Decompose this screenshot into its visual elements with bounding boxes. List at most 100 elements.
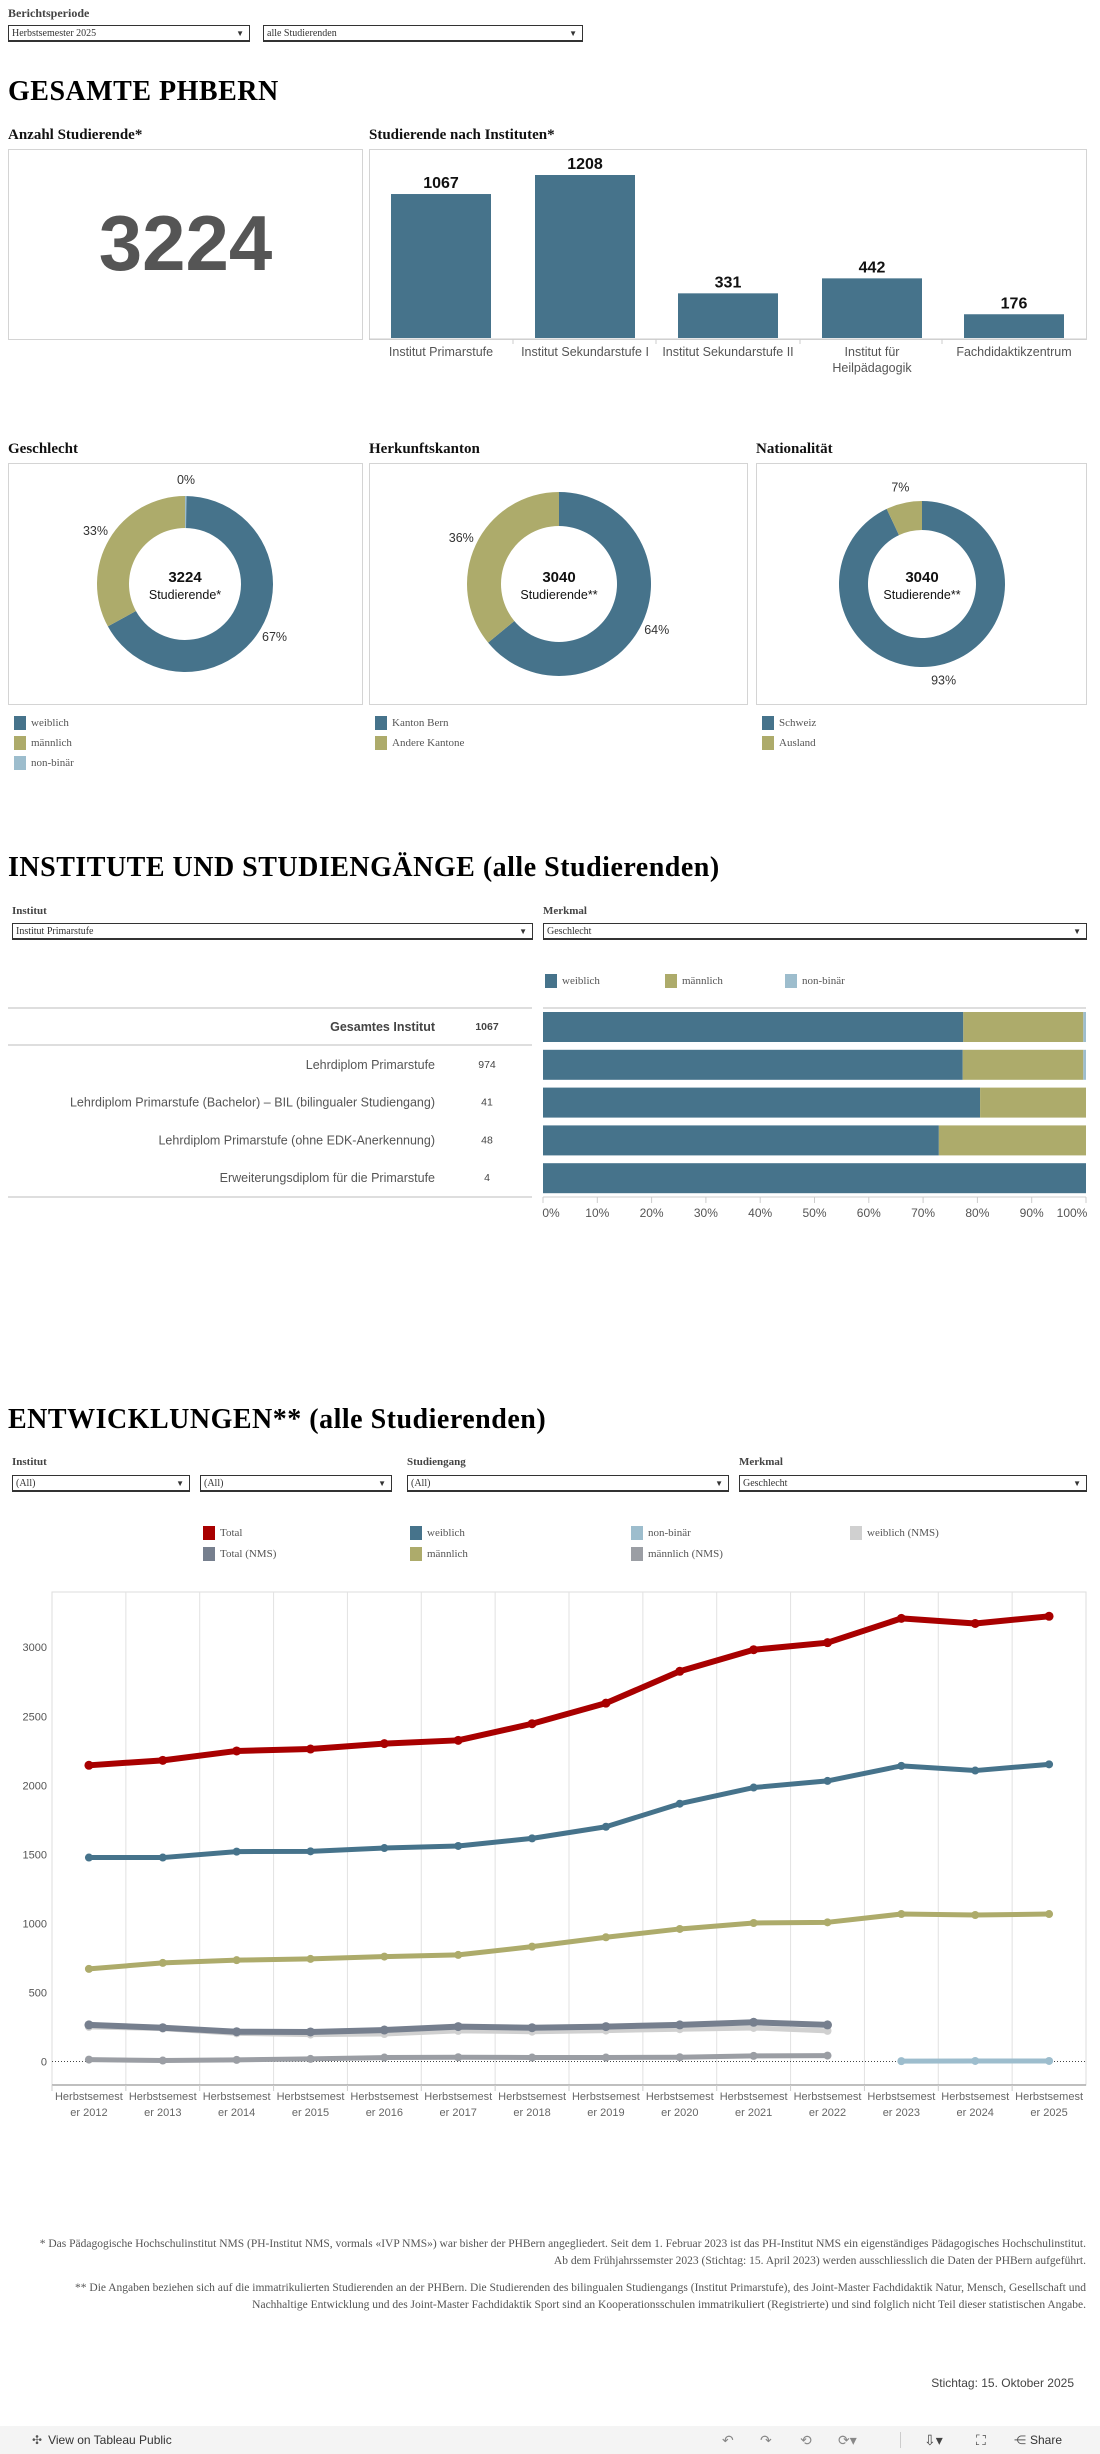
x-tick-label: Fachdidaktikzentrum	[956, 345, 1071, 359]
legend-swatch	[631, 1547, 643, 1561]
legend-item[interactable]: weiblich	[410, 1526, 465, 1540]
legend-item[interactable]: non-binär	[631, 1526, 691, 1540]
legend-item[interactable]: weiblich	[14, 716, 69, 730]
download-icon[interactable]: ⇩▾	[924, 2432, 943, 2448]
share-button[interactable]: ⋲ Share	[1014, 2433, 1062, 2447]
legend-item[interactable]: männlich	[410, 1547, 468, 1561]
data-point	[454, 2053, 463, 2062]
legend-item[interactable]: weiblich (NMS)	[850, 1526, 939, 1540]
legend-weiblich[interactable]: weiblich	[545, 974, 600, 988]
x-tick-label: er 2019	[587, 2107, 624, 2119]
data-point	[158, 1853, 167, 1862]
legend-swatch	[631, 1526, 643, 1540]
x-tick-label: Herbstsemest	[424, 2091, 492, 2103]
share-icon: ⋲	[1014, 2433, 1026, 2447]
period-dropdown[interactable]: Herbstsemester 2025 ▼	[8, 25, 250, 42]
legend-item[interactable]: Total	[203, 1526, 242, 1540]
data-point	[749, 2051, 758, 2060]
institut-dropdown[interactable]: Institut Primarstufe ▼	[12, 923, 533, 940]
stacked-segment-weiblich	[543, 1049, 963, 1080]
data-point	[232, 1847, 241, 1856]
legend-item[interactable]: Ausland	[762, 736, 816, 750]
legend-swatch	[785, 974, 797, 988]
x-tick-label: er 2012	[70, 2107, 107, 2119]
legend-label: Kanton Bern	[392, 717, 449, 729]
row-label: Lehrdiplom Primarstufe (ohne EDK-Anerken…	[158, 1133, 435, 1147]
dropdown-arrow-icon: ▼	[519, 927, 527, 936]
legend-item[interactable]: Total (NMS)	[203, 1547, 276, 1561]
bar-value-label: 1067	[423, 175, 459, 192]
legend-item[interactable]: männlich (NMS)	[631, 1547, 723, 1561]
undo-icon[interactable]: ↶	[722, 2432, 734, 2448]
data-point	[232, 2055, 241, 2064]
legend-maennlich[interactable]: männlich	[665, 974, 723, 988]
data-point	[675, 2053, 684, 2062]
institut-dropdown[interactable]: (All) ▼	[12, 1475, 190, 1492]
population-dropdown[interactable]: alle Studierenden ▼	[263, 25, 583, 42]
x-tick-label: er 2020	[661, 2107, 698, 2119]
data-point	[158, 1755, 168, 1765]
merkmal-dropdown[interactable]: Geschlecht ▼	[543, 923, 1087, 940]
refresh-icon[interactable]: ⟳▾	[838, 2432, 857, 2448]
data-point	[897, 2057, 906, 2066]
institutes-bar-chart: 1067 Institut Primarstufe 1208 Institut Sek…	[369, 156, 1086, 375]
redo-icon[interactable]: ↷	[760, 2432, 772, 2448]
total-count: 3224	[98, 199, 273, 287]
data-point	[601, 1822, 610, 1831]
data-point	[1044, 1611, 1054, 1621]
series-total	[84, 1611, 1054, 1770]
legend-label: weiblich	[31, 717, 69, 729]
x-tick-label: 0%	[542, 1206, 560, 1220]
donut-slice-1	[96, 496, 185, 627]
x-tick-label: er 2016	[366, 2107, 403, 2119]
x-tick-label: 40%	[748, 1206, 772, 1220]
merkmal-filter-label: Merkmal	[543, 905, 587, 917]
legend-label: Ausland	[779, 737, 816, 749]
donut-center-label: Studierende*	[149, 588, 221, 602]
dropdown-arrow-icon: ▼	[378, 1479, 386, 1488]
legend-swatch	[410, 1526, 422, 1540]
x-tick-label: er 2013	[144, 2107, 181, 2119]
stacked-segment-männlich	[980, 1087, 1086, 1118]
stichtag: Stichtag: 15. Oktober 2025	[931, 2376, 1074, 2390]
x-tick-label: er 2023	[883, 2107, 920, 2119]
legend-item[interactable]: Kanton Bern	[375, 716, 449, 730]
series-m-nnlich	[84, 1910, 1054, 1973]
legend-item[interactable]: männlich	[14, 736, 72, 750]
stacked-segment-männlich	[962, 1049, 1084, 1080]
x-tick-label: 60%	[857, 1206, 881, 1220]
data-point	[454, 1950, 463, 1959]
data-point	[749, 1919, 758, 1928]
legend-label: non-binär	[648, 1527, 691, 1539]
data-point	[1045, 1760, 1054, 1769]
legend-nonbinaer[interactable]: non-binär	[785, 974, 845, 988]
donut-slice-2	[185, 496, 187, 529]
row-label: Lehrdiplom Primarstufe (Bachelor) – BIL …	[70, 1096, 435, 1110]
studiengang-value: (All)	[411, 1478, 431, 1489]
fullscreen-icon[interactable]: ⛶	[976, 2432, 986, 2448]
x-tick-label: er 2018	[513, 2107, 550, 2119]
donut-slice-1	[467, 492, 559, 643]
data-point	[232, 2027, 242, 2037]
data-point	[528, 2053, 537, 2062]
data-point	[306, 2054, 315, 2063]
merkmal-dropdown[interactable]: Geschlecht ▼	[739, 1475, 1087, 1492]
legend-label: weiblich (NMS)	[867, 1527, 939, 1539]
view-on-tableau-button[interactable]: ✣ View on Tableau Public	[32, 2433, 172, 2447]
studiengaenge-stacked-chart: Gesamtes Institut 1067 Lehrdiplom Primarst…	[8, 1007, 1088, 1220]
legend-item[interactable]: non-binär	[14, 756, 74, 770]
data-point	[158, 2023, 168, 2033]
legend-item[interactable]: Andere Kantone	[375, 736, 464, 750]
data-point	[380, 2053, 389, 2062]
legend-item[interactable]: Schweiz	[762, 716, 816, 730]
data-point	[527, 2023, 537, 2033]
donut-slice-label: 93%	[931, 674, 956, 688]
legend-label: Schweiz	[779, 717, 817, 729]
bar-2	[678, 293, 778, 338]
studiengang-dropdown[interactable]: (All) ▼	[407, 1475, 729, 1492]
revert-icon[interactable]: ⟲	[800, 2432, 812, 2448]
x-tick-label: 10%	[585, 1206, 609, 1220]
sub-institut-dropdown[interactable]: (All) ▼	[200, 1475, 392, 1492]
institut-value: (All)	[16, 1478, 36, 1489]
